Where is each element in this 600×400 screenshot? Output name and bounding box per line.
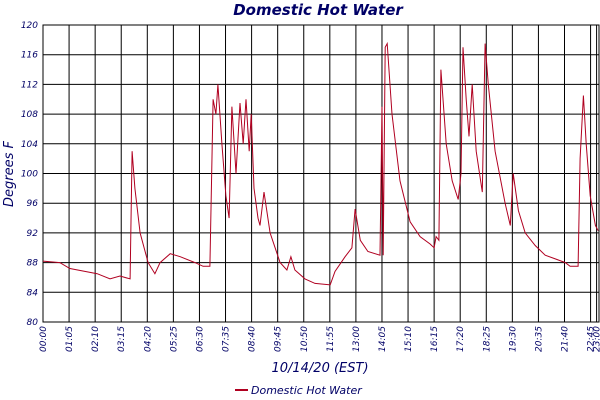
y-tick-label: 104: [21, 140, 38, 150]
x-tick-label: 06:30: [195, 326, 205, 352]
x-axis-label: 10/14/20 (EST): [271, 361, 368, 376]
x-tick-label: 08:40: [248, 326, 258, 352]
y-tick-label: 116: [21, 51, 38, 61]
x-tick-label: 22:45: [587, 326, 597, 352]
legend-label: Domestic Hot Water: [251, 384, 363, 397]
y-tick-label: 96: [27, 199, 39, 209]
x-tick-label: 13:00: [352, 326, 362, 352]
x-tick-label: 04:20: [143, 326, 153, 352]
x-tick-label: 00:00: [39, 326, 49, 352]
x-tick-label: 17:20: [456, 326, 466, 352]
y-tick-label: 88: [27, 259, 39, 269]
x-tick-label: 15:10: [404, 326, 414, 352]
y-axis-label: Degrees F: [2, 140, 17, 207]
x-tick-label: 07:35: [222, 326, 232, 352]
x-tick-label: 21:40: [561, 326, 571, 352]
x-tick-label: 20:35: [534, 326, 544, 352]
x-tick-label: 23:00: [593, 326, 600, 352]
x-tick-label: 16:15: [430, 326, 440, 352]
y-tick-label: 84: [27, 288, 39, 298]
series-line: [42, 41, 599, 286]
y-tick-label: 108: [21, 110, 38, 120]
y-tick-label: 112: [21, 80, 38, 90]
y-tick-label: 80: [27, 318, 39, 328]
x-tick-label: 03:15: [117, 326, 127, 352]
x-tick-label: 14:05: [378, 326, 388, 352]
x-tick-label: 01:05: [65, 326, 75, 352]
chart-title: Domestic Hot Water: [233, 1, 404, 19]
x-tick-label: 18:25: [482, 326, 492, 352]
x-tick-label: 05:25: [169, 326, 179, 352]
x-tick-label: 11:55: [326, 326, 336, 352]
x-tick-label: 10:50: [300, 326, 310, 352]
y-tick-label: 100: [21, 170, 38, 180]
x-tick-label: 09:45: [274, 326, 284, 352]
y-tick-label: 92: [27, 229, 39, 239]
y-tick-label: 120: [21, 21, 38, 31]
x-tick-label: 02:10: [91, 326, 101, 352]
x-tick-label: 19:30: [508, 326, 518, 352]
